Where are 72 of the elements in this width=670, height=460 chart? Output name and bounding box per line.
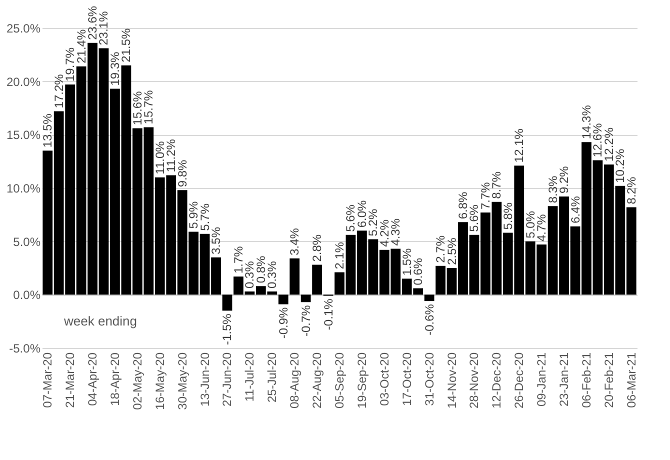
x-tick-label: 19-Sep-20 xyxy=(354,352,369,409)
x-tick-label: 26-Dec-20 xyxy=(512,352,526,409)
x-tick-label: 25-Jul-20 xyxy=(265,352,280,403)
x-tick-label: 02-May-20 xyxy=(130,352,144,410)
data-label: 13.5% xyxy=(40,113,55,148)
data-label: 1.5% xyxy=(400,248,414,276)
x-tick-label: 06-Mar-21 xyxy=(624,352,638,408)
bar xyxy=(312,264,322,295)
data-label: -1.5% xyxy=(220,313,234,346)
data-label: 3.4% xyxy=(288,228,302,256)
data-label: 15.6% xyxy=(130,90,144,126)
x-tick-label: 05-Sep-20 xyxy=(332,352,346,409)
data-label: 8.3% xyxy=(546,175,560,204)
bar xyxy=(222,294,232,311)
data-label: 5.0% xyxy=(523,210,538,238)
x-tick-label: 20-Feb-21 xyxy=(602,352,616,408)
x-tick-label: 31-Oct-20 xyxy=(422,352,436,406)
y-tick-label: 5.0% xyxy=(13,234,41,249)
data-label: 14.3% xyxy=(579,104,594,140)
data-label: -0.7% xyxy=(298,304,313,336)
data-label: 0.3% xyxy=(265,260,280,288)
data-label: 6.8% xyxy=(456,191,470,220)
bar xyxy=(424,294,434,302)
x-axis-title: week ending xyxy=(63,313,137,328)
x-tick-label: 03-Oct-20 xyxy=(377,352,392,406)
x-tick-label: 27-Jun-20 xyxy=(220,352,234,407)
y-tick-label: 20.0% xyxy=(6,74,41,89)
y-tick-label: 15.0% xyxy=(6,128,41,142)
data-label: -0.6% xyxy=(422,304,436,336)
x-tick-label: 08-Aug-20 xyxy=(288,352,302,409)
x-tick-label: 17-Oct-20 xyxy=(400,352,414,406)
data-label: 9.2% xyxy=(557,166,572,194)
data-label: 21.5% xyxy=(119,28,134,62)
data-label: 5.8% xyxy=(500,202,515,230)
data-label: 12.1% xyxy=(512,128,526,163)
data-label: -0.1% xyxy=(321,298,336,330)
x-tick-label: 06-Feb-21 xyxy=(579,352,594,408)
bar xyxy=(278,294,288,304)
y-tick-label: -5.0% xyxy=(9,342,41,356)
x-tick-label: 23-Jan-21 xyxy=(557,352,572,407)
data-label: 2.1% xyxy=(332,242,346,270)
data-label: 6.4% xyxy=(568,196,582,224)
data-label: 4.3% xyxy=(388,218,403,246)
data-label: 1.7% xyxy=(231,246,246,274)
data-label: 19.3% xyxy=(108,51,122,86)
x-tick-label: 11-Jul-20 xyxy=(242,352,257,402)
x-tick-label: 09-Jan-21 xyxy=(534,352,549,407)
x-tick-label: 28-Nov-20 xyxy=(467,352,482,409)
x-tick-label: 30-May-20 xyxy=(175,352,190,410)
bar xyxy=(300,294,311,302)
data-label: -0.9% xyxy=(276,306,290,339)
data-label: 11.0% xyxy=(152,140,167,174)
data-label: 3.5% xyxy=(209,226,224,254)
bar xyxy=(290,258,300,295)
y-tick-label: 25.0% xyxy=(6,22,41,36)
x-tick-label: 07-Mar-20 xyxy=(40,352,55,408)
x-tick-label: 22-Aug-20 xyxy=(310,352,324,409)
data-label: 4.7% xyxy=(534,214,549,242)
x-tick-label: 18-Apr-20 xyxy=(108,352,122,406)
data-label: 15.7% xyxy=(142,90,156,124)
data-label: 2.8% xyxy=(310,234,324,262)
data-label: 0.6% xyxy=(411,258,426,286)
data-label: 17.2% xyxy=(52,74,66,108)
x-tick-label: 16-May-20 xyxy=(152,352,167,410)
x-tick-label: 12-Dec-20 xyxy=(490,352,504,409)
x-tick-label: 21-Mar-20 xyxy=(63,352,78,408)
x-tick-label: 13-Jun-20 xyxy=(198,352,212,407)
x-tick-label: 14-Nov-20 xyxy=(444,352,459,409)
data-label: 8.7% xyxy=(490,171,504,199)
x-tick-label: 04-Apr-20 xyxy=(86,352,100,406)
y-tick-label: 10.0% xyxy=(6,182,41,196)
y-tick-label: 0.0% xyxy=(13,288,41,302)
